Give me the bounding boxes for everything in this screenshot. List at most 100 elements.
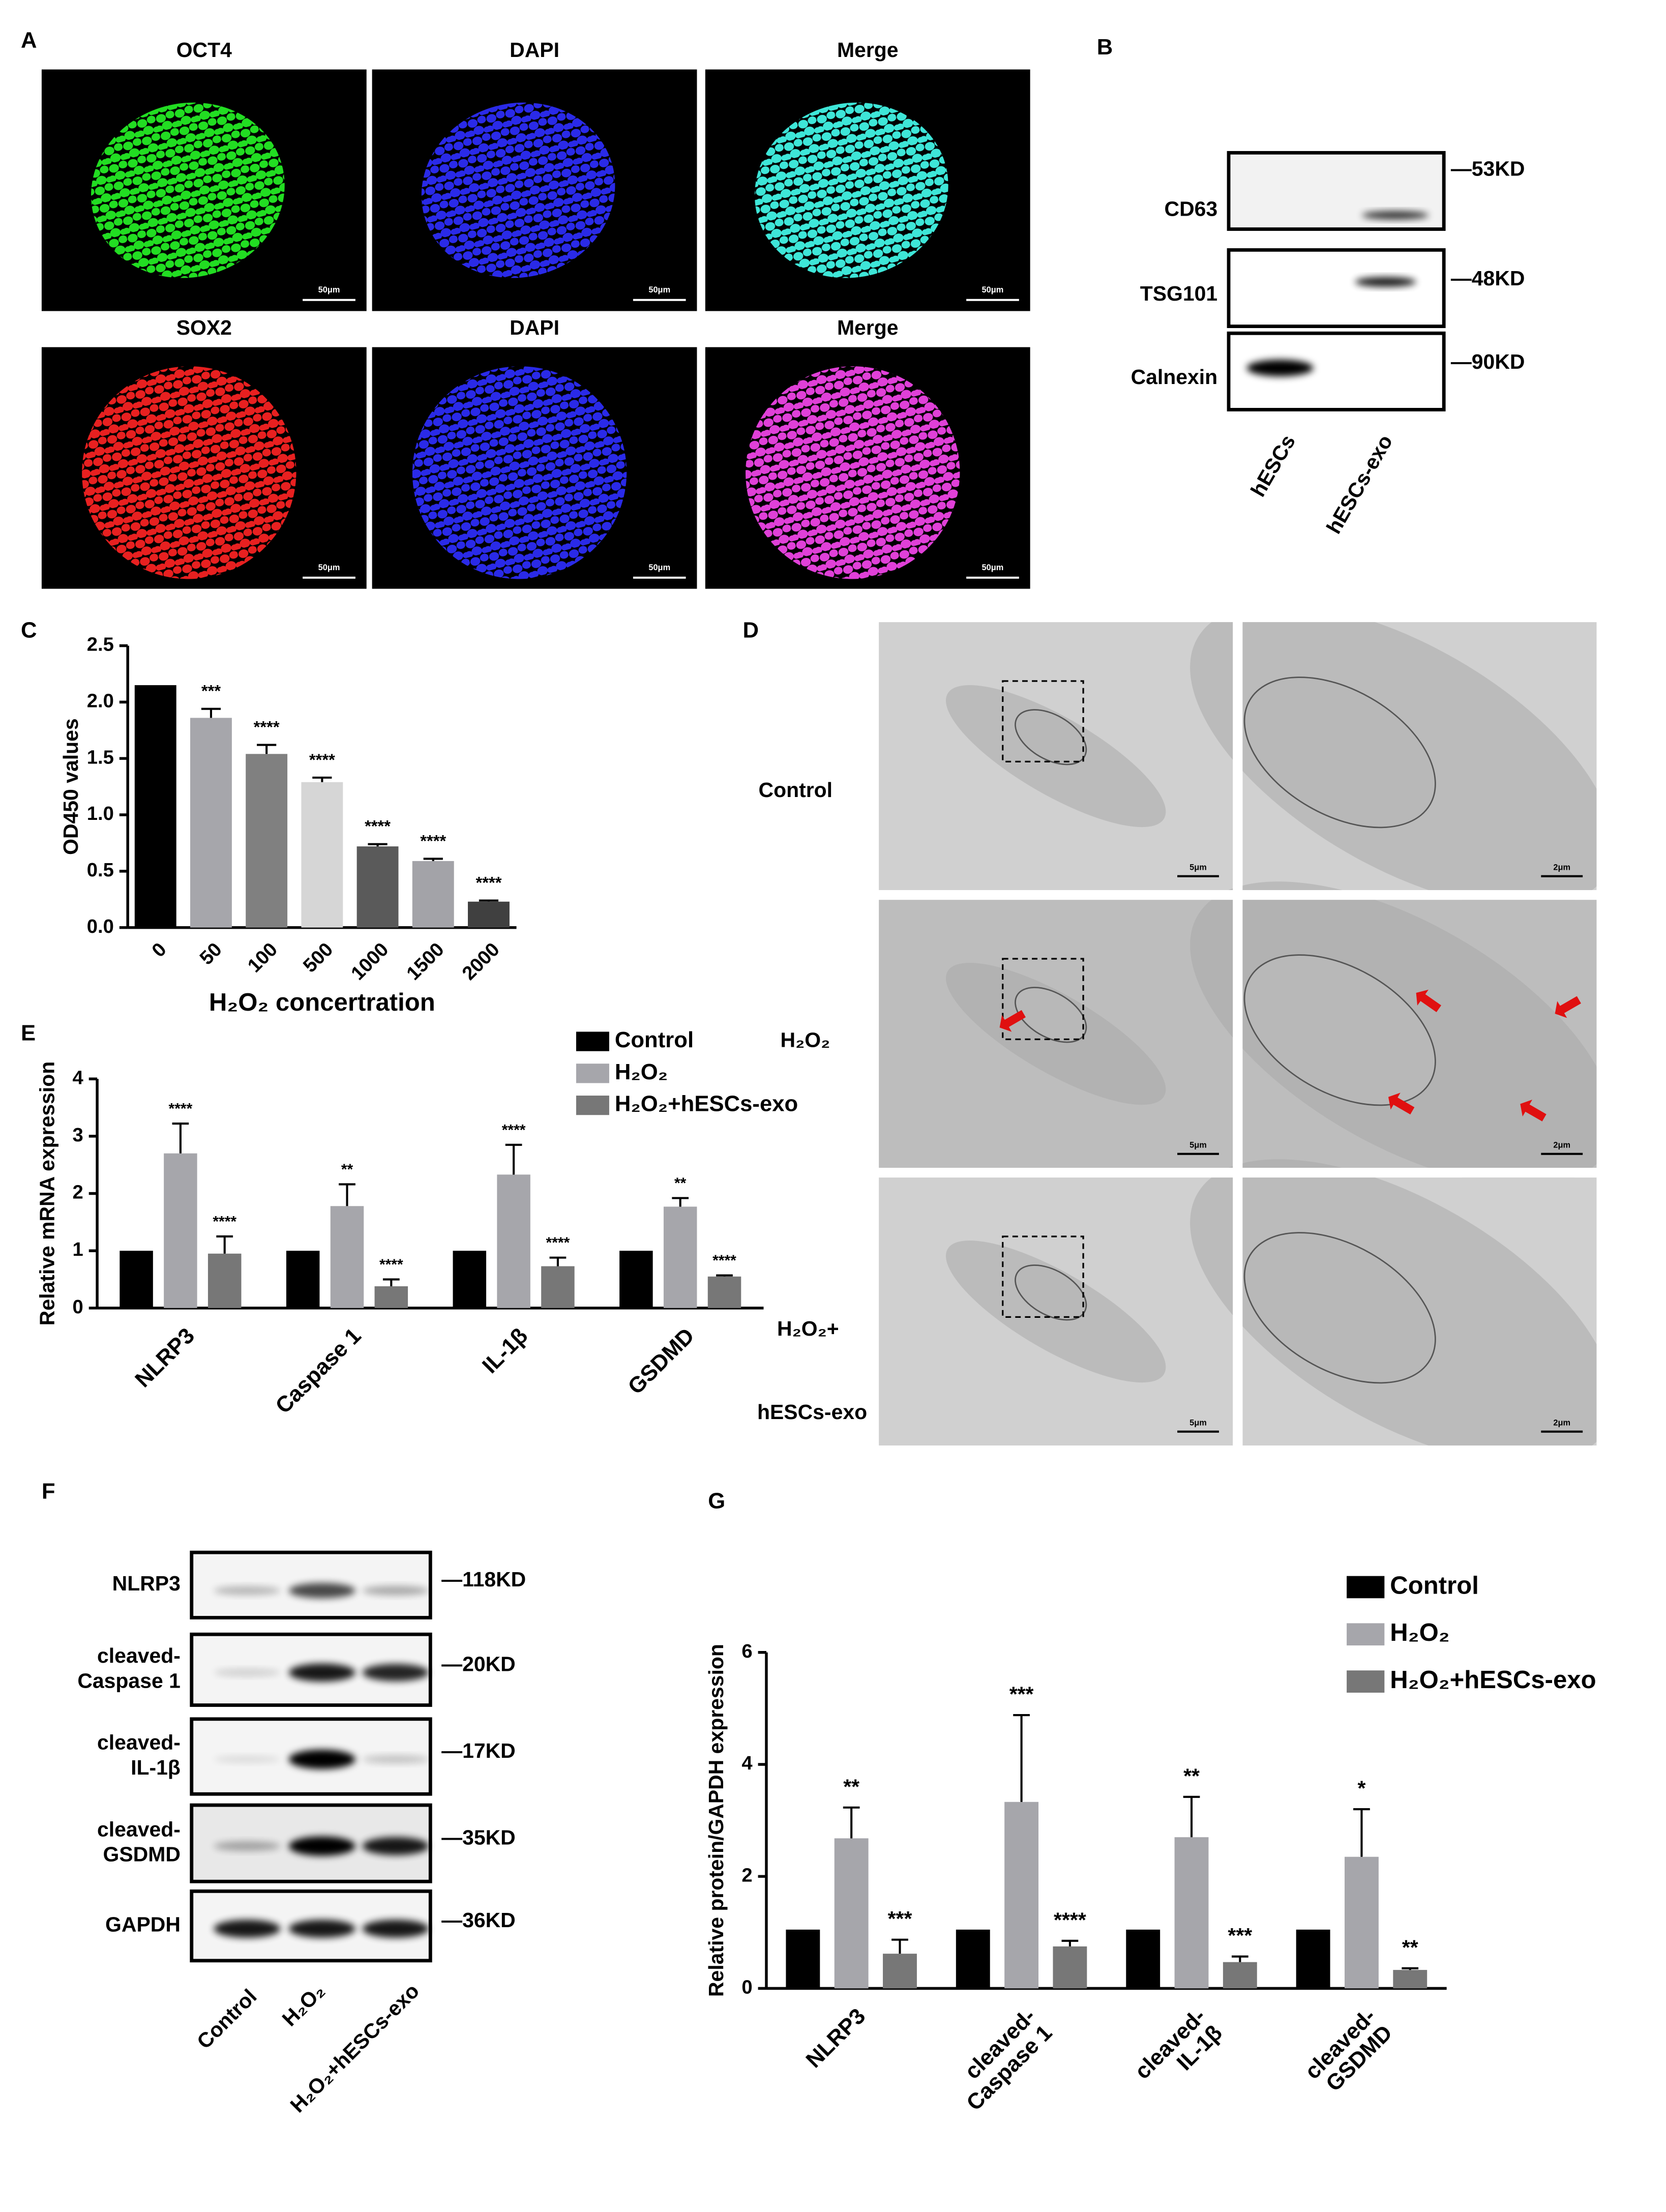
legend-swatch (1347, 1623, 1385, 1646)
scale-bar-label: 5μm (1189, 1419, 1207, 1428)
blot-label: cleaved- (97, 1817, 181, 1841)
legend-label: Control (1390, 1572, 1479, 1599)
gap-mask (1233, 611, 1243, 1458)
y-tick-label: 0.0 (87, 916, 114, 937)
x-tick-label: 1000 (347, 938, 393, 985)
blot-band (362, 1755, 429, 1764)
scale-bar-label: 50μm (318, 563, 340, 572)
significance: **** (169, 1101, 193, 1117)
scale-bar-label: 2μm (1553, 1419, 1570, 1428)
bar (663, 1206, 697, 1308)
y-tick-label: 0 (73, 1296, 83, 1318)
y-tick-label: 2 (741, 1864, 752, 1886)
blot-label: NLRP3 (112, 1572, 181, 1595)
cell-colony (82, 366, 296, 579)
blot-band (362, 1920, 429, 1938)
significance: ** (1183, 1764, 1200, 1787)
gap-mask (1596, 611, 1666, 1472)
bar (1393, 1970, 1427, 1989)
nucleus-outline (1243, 1232, 1436, 1384)
y-tick-label: 4 (741, 1752, 753, 1774)
panel-letter: A (21, 27, 37, 52)
bar (834, 1838, 869, 1989)
y-axis-label: OD450 values (59, 718, 82, 855)
cell-colony (91, 102, 285, 278)
gap-mask (868, 1445, 1618, 1473)
x-tick-label: 50 (195, 938, 226, 969)
significance: **** (1054, 1908, 1086, 1931)
legend-swatch (1347, 1670, 1385, 1693)
blot-label: CD63 (1165, 197, 1218, 220)
blot-label: IL-1β (131, 1756, 181, 1779)
blot-band (362, 1837, 429, 1855)
significance: **** (712, 1252, 736, 1269)
significance: ** (674, 1175, 687, 1192)
lane-label: H₂O₂ (278, 1979, 330, 2031)
bar (956, 1929, 990, 1989)
blot-label: TSG101 (1140, 282, 1217, 305)
bar (468, 901, 510, 928)
bar (1223, 1962, 1257, 1989)
blot-size: —36KD (441, 1908, 516, 1932)
gap-mask (833, 611, 879, 1472)
x-tick-label: Caspase 1 (271, 1323, 366, 1418)
row-label: hESCs-exo (757, 1400, 867, 1424)
x-tick-label: NLRP3 (801, 2003, 870, 2073)
significance: *** (888, 1907, 912, 1930)
red-arrow (999, 1010, 1026, 1032)
scale-bar-label: 2μm (1553, 1141, 1570, 1150)
scale-bar-label: 50μm (982, 285, 1004, 294)
scale-bar-label: 50μm (648, 285, 670, 294)
blot-band (288, 1583, 355, 1599)
blot-size: —35KD (441, 1826, 516, 1849)
blot-label: Calnexin (1131, 365, 1218, 389)
gap-mask (868, 597, 1618, 623)
scale-bar-label: 5μm (1189, 1141, 1207, 1150)
legend-swatch (576, 1031, 609, 1051)
blot-label: cleaved- (97, 1644, 181, 1667)
y-tick-label: 1 (73, 1238, 83, 1260)
nucleus-outline (1015, 987, 1087, 1043)
blot-size: —118KD (441, 1568, 526, 1591)
significance: *** (1009, 1683, 1034, 1706)
x-tick-label: 500 (299, 938, 338, 977)
lane-label: hESCs (1246, 431, 1300, 500)
x-tick-label: GSDMD (623, 1323, 699, 1399)
blot-band (362, 1585, 429, 1596)
bar (207, 1253, 242, 1308)
bar (412, 861, 454, 928)
y-tick-label: 0 (741, 1977, 752, 1998)
bar (246, 754, 288, 928)
panel-letter: B (1097, 35, 1113, 60)
bar (707, 1276, 741, 1308)
blot-label: GSDMD (103, 1843, 181, 1866)
y-tick-label: 1.5 (87, 746, 114, 768)
y-axis-label: Relative mRNA expression (35, 1061, 58, 1326)
bar (1004, 1802, 1039, 1989)
bar (330, 1206, 364, 1308)
lane-label: Control (192, 1985, 261, 2053)
bar (1345, 1856, 1379, 1989)
y-tick-label: 0.5 (87, 859, 114, 881)
image-title: Merge (837, 38, 899, 62)
blot-size: —90KD (1451, 350, 1525, 373)
significance: * (1357, 1777, 1365, 1800)
legend-label: H₂O₂+hESCs-exo (1390, 1666, 1596, 1694)
cell-colony (412, 366, 627, 579)
y-tick-label: 2.5 (87, 634, 114, 656)
panel-letter: E (21, 1020, 36, 1045)
legend-swatch (576, 1064, 609, 1083)
zoom-box (1002, 1235, 1084, 1318)
bar (1126, 1929, 1161, 1989)
red-arrow (1388, 1093, 1415, 1115)
significance: **** (475, 873, 501, 892)
y-tick-label: 1.0 (87, 803, 114, 824)
bar (786, 1929, 820, 1989)
cell-colony (754, 102, 948, 278)
image-title: SOX2 (176, 316, 232, 339)
gap-mask (868, 1167, 1618, 1178)
bar (190, 718, 232, 928)
panel-letter: D (743, 618, 759, 643)
row-label: Control (759, 778, 833, 802)
